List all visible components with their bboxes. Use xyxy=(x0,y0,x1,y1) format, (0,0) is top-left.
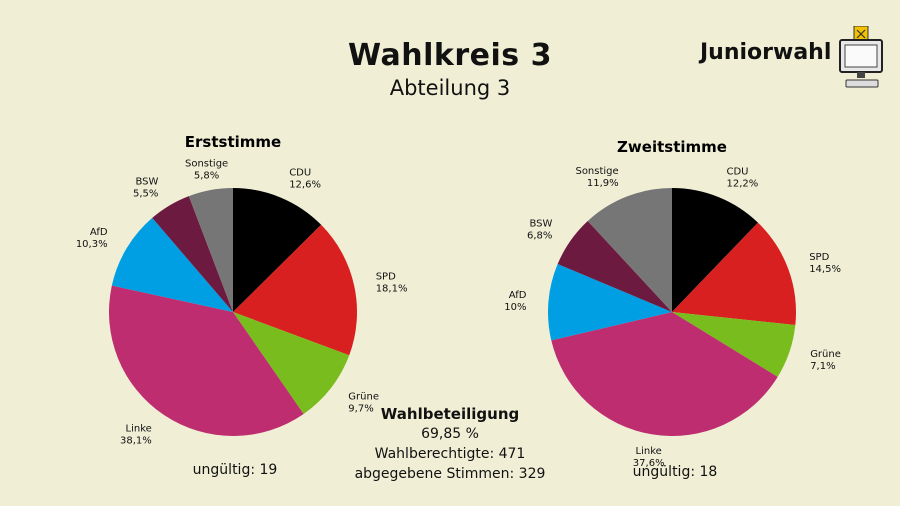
pie-slice-sonstige xyxy=(188,188,233,312)
turnout-percent: 69,85 % xyxy=(421,426,479,442)
page-title: Wahlkreis 3 xyxy=(348,38,552,73)
slice-label: BSW 6,8% xyxy=(527,218,553,241)
turnout-box: Wahlbeteiligung 69,85 % Wahlberechtigte:… xyxy=(330,404,570,484)
pie-slice-spd xyxy=(233,224,358,356)
slice-label: Linke 38,1% xyxy=(120,423,152,446)
slice-label: Linke 37,6% xyxy=(633,446,665,469)
chart-title: Zweitstimme xyxy=(617,138,727,156)
pie-slice-afd xyxy=(111,217,233,312)
pie-slice-linke xyxy=(551,312,778,437)
slice-label: Grüne 7,1% xyxy=(810,349,841,372)
turnout-eligible: Wahlberechtigte: 471 xyxy=(374,446,526,462)
slice-label: Grüne 9,7% xyxy=(348,392,379,415)
slice-label: AfD 10% xyxy=(504,290,527,313)
slice-label: SPD 14,5% xyxy=(809,252,841,275)
slice-label: AfD 10,3% xyxy=(76,227,108,250)
page-subtitle: Abteilung 3 xyxy=(389,76,511,100)
pie-slice-bsw xyxy=(557,221,672,312)
logo-text: Juniorwahl xyxy=(700,40,832,65)
pie-slice-sonstige xyxy=(587,188,672,312)
erst-invalid: ungültig: 19 xyxy=(192,462,278,478)
pie-slice-bsw xyxy=(152,196,233,312)
slice-label: CDU 12,6% xyxy=(289,167,321,190)
pie-slice-linke xyxy=(108,285,304,437)
chart-title: Erststimme xyxy=(185,133,281,151)
slice-label: Sonstige 5,8% xyxy=(185,158,228,181)
pie-slice-grüne xyxy=(672,312,796,377)
turnout-cast: abgegebene Stimmen: 329 xyxy=(354,466,546,482)
slice-label: CDU 12,2% xyxy=(727,167,759,190)
zweit-invalid: ungültig: 18 xyxy=(632,464,718,480)
slice-label: SPD 18,1% xyxy=(376,271,408,294)
slice-label: Sonstige 11,9% xyxy=(575,166,618,189)
computer-ballot-icon xyxy=(839,26,883,88)
pie-slice-cdu xyxy=(233,188,322,312)
slice-label: BSW 5,5% xyxy=(133,177,159,200)
pie-slice-afd xyxy=(547,264,672,341)
turnout-heading: Wahlbeteiligung xyxy=(380,405,520,423)
pie-slice-grüne xyxy=(233,312,350,414)
pie-slice-cdu xyxy=(672,188,758,312)
pie-slice-spd xyxy=(672,222,797,326)
